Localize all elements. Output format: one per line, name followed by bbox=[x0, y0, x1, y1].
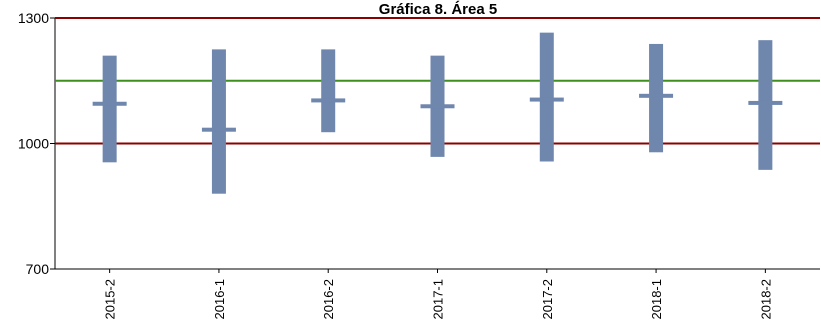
mean-marker bbox=[639, 93, 674, 98]
range-bar bbox=[321, 49, 336, 133]
range-bar bbox=[102, 55, 117, 163]
category-label: 2015-2 bbox=[103, 279, 118, 319]
category-label: 2018-2 bbox=[758, 279, 773, 319]
y-tick-label: 1300 bbox=[18, 10, 49, 26]
mean-marker bbox=[748, 100, 783, 105]
category-label: 2017-2 bbox=[540, 279, 555, 319]
range-bar bbox=[539, 32, 554, 162]
y-tick-label: 700 bbox=[26, 261, 50, 277]
range-bar bbox=[758, 40, 773, 170]
mean-marker bbox=[92, 101, 127, 106]
mean-marker bbox=[420, 104, 455, 109]
mean-marker bbox=[201, 127, 236, 132]
mean-marker bbox=[311, 98, 346, 103]
category-label: 2018-1 bbox=[649, 279, 664, 319]
range-bar bbox=[211, 49, 226, 194]
plot-area: 700 1000 1300 2015-2 2016-1 2016-2 2017-1 2017-… bbox=[18, 10, 820, 319]
category-label: 2016-2 bbox=[321, 279, 336, 319]
range-bar bbox=[649, 43, 664, 153]
category-label: 2016-1 bbox=[212, 279, 227, 319]
category-label: 2017-1 bbox=[431, 279, 446, 319]
mean-marker bbox=[529, 97, 564, 102]
chart-title: Gráfica 8. Área 5 bbox=[379, 1, 497, 18]
y-tick-label: 1000 bbox=[18, 136, 49, 152]
